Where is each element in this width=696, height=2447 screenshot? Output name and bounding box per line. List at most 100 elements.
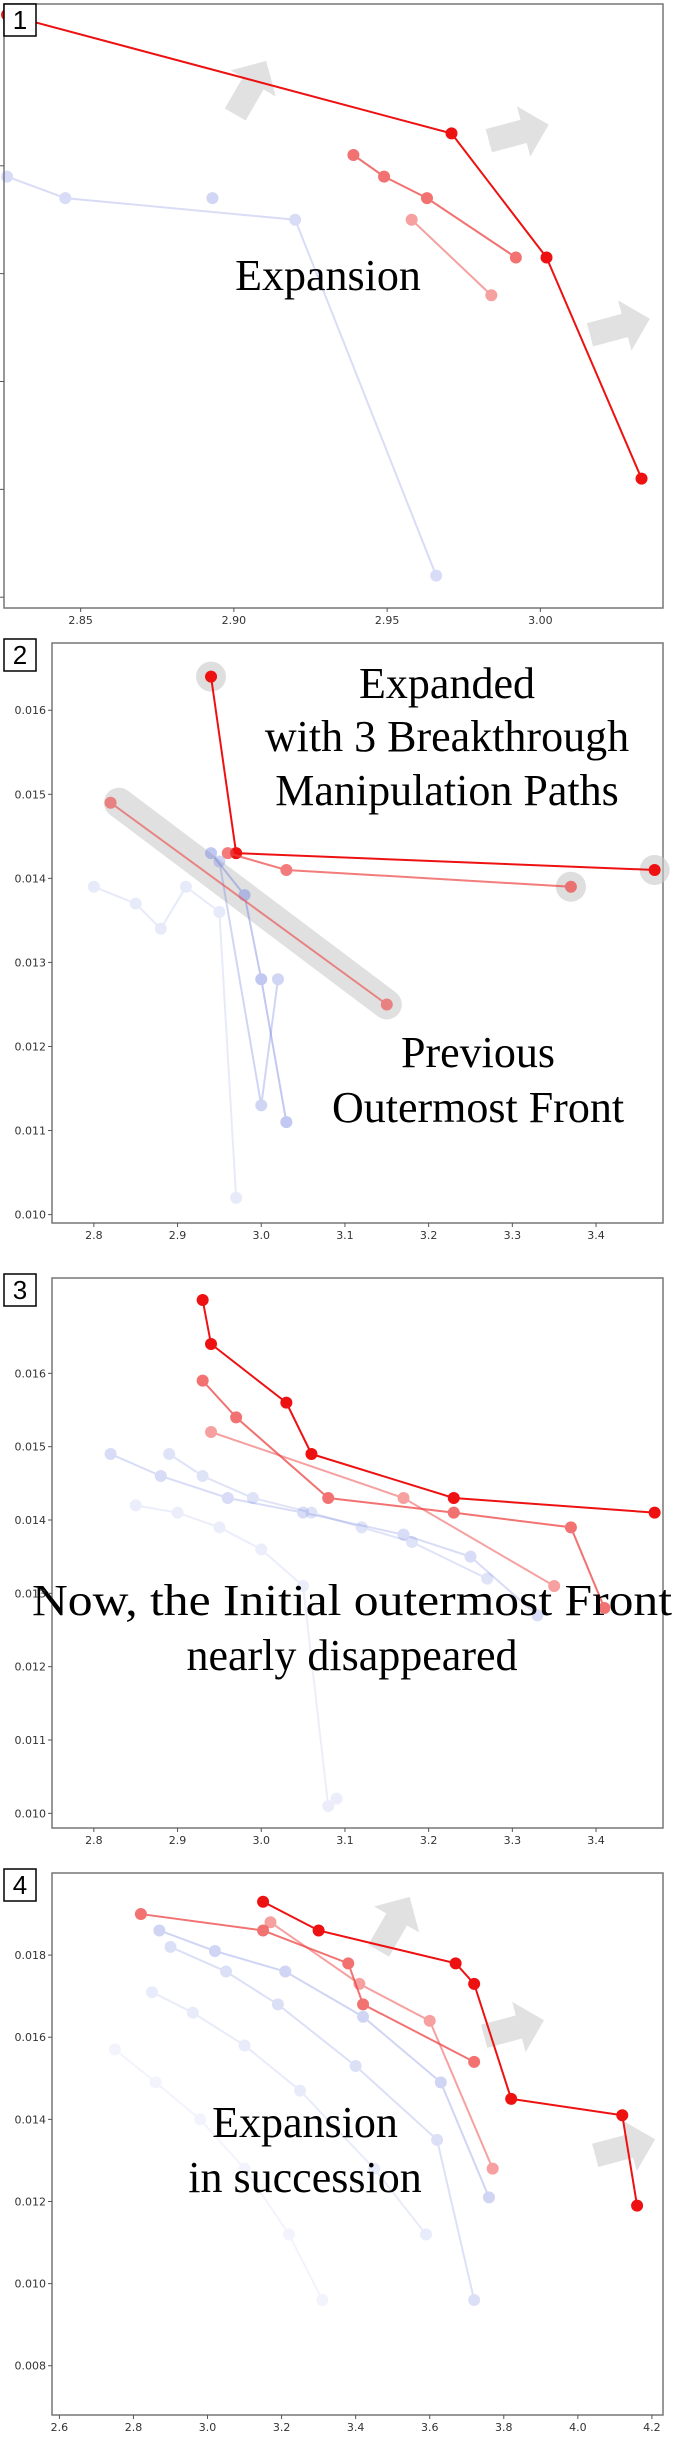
data-point — [305, 1506, 318, 1519]
series-line — [201, 1299, 655, 1514]
series-line — [352, 154, 517, 259]
data-point — [280, 863, 293, 876]
x-tick-label: 2.8 — [85, 1229, 103, 1242]
data-point — [635, 472, 648, 485]
data-point — [564, 880, 577, 893]
chart-layer — [104, 1294, 661, 1812]
data-point — [368, 2162, 381, 2175]
chart-layer — [1, 8, 650, 582]
annotation-line: Manipulation Paths — [275, 766, 618, 815]
data-point — [171, 1506, 184, 1519]
x-tick-label: 3.1 — [336, 1229, 354, 1242]
panel-number: 2 — [13, 640, 27, 670]
annotation-line: Previous — [401, 1028, 555, 1077]
data-point — [330, 1792, 343, 1805]
x-tick-label: 3.1 — [336, 1834, 354, 1847]
data-point — [271, 973, 284, 986]
expansion-arrow-shape — [224, 60, 276, 121]
data-point — [449, 1957, 462, 1970]
front-series — [257, 1895, 644, 2212]
series-line — [6, 13, 643, 479]
annotation-line: Expansion — [212, 2098, 398, 2147]
y-tick-label: 0.010 — [15, 1807, 47, 1820]
data-point — [108, 2043, 121, 2056]
data-point — [208, 1945, 221, 1958]
data-point — [257, 1924, 270, 1937]
front-series — [221, 847, 577, 893]
front-series — [196, 1294, 661, 1519]
expansion-arrow-shape — [368, 1896, 420, 1957]
annotation-line: Now, the Initial outermost Front — [32, 1576, 672, 1625]
y-tick-label: 0.013 — [15, 1587, 47, 1600]
data-point — [205, 670, 218, 683]
y-tick-label: 0.008 — [15, 2360, 47, 2373]
series-line — [110, 1453, 539, 1617]
data-point — [423, 2014, 436, 2027]
panel-number-box — [3, 1273, 37, 1307]
y-tick-label: 0.014 — [15, 2113, 47, 2126]
data-point — [616, 2109, 629, 2122]
x-tick-label: 3.4 — [587, 1834, 605, 1847]
data-point — [349, 2059, 362, 2072]
plot-frame — [51, 1277, 664, 1829]
x-tick-label: 3.0 — [252, 1229, 270, 1242]
x-tick-label: 4.0 — [569, 2421, 587, 2434]
data-point — [246, 1492, 259, 1504]
data-point — [397, 1528, 410, 1541]
annotation-line: Expanded — [359, 659, 535, 708]
x-tick-label: 2.6 — [51, 2421, 69, 2434]
previous-series — [104, 1448, 544, 1622]
x-tick-label: 4.2 — [643, 2421, 661, 2434]
data-point — [255, 1543, 268, 1556]
data-point — [342, 1957, 355, 1970]
x-tick-label: 2.9 — [169, 1834, 187, 1847]
expansion-arrow — [586, 300, 650, 351]
data-point — [468, 1977, 481, 1990]
series-line — [135, 1504, 338, 1809]
data-point — [347, 149, 360, 161]
data-point — [648, 1506, 661, 1519]
front-series — [134, 1908, 481, 2068]
panel-number: 3 — [13, 1275, 27, 1305]
data-point — [280, 1396, 293, 1409]
data-point — [548, 1580, 561, 1592]
previous-series — [129, 1499, 343, 1812]
previous-series — [153, 1924, 495, 2204]
data-point — [104, 796, 117, 809]
previous-series — [87, 880, 243, 1204]
x-tick-label: 3.00 — [528, 614, 553, 627]
chart-layer — [87, 661, 670, 1204]
data-point — [206, 192, 219, 205]
annotation-line: with 3 Breakthrough — [265, 712, 629, 761]
expansion-arrow — [485, 106, 549, 157]
x-tick-label: 3.6 — [421, 2421, 439, 2434]
data-point — [482, 2191, 495, 2204]
data-point — [485, 289, 498, 302]
data-point — [447, 1506, 460, 1519]
data-point — [205, 1338, 218, 1350]
y-tick-label: 0.011 — [15, 1125, 47, 1138]
data-point — [353, 1977, 366, 1990]
panel-number: 1 — [13, 5, 27, 35]
series-line — [170, 1945, 476, 2301]
x-tick-label: 3.8 — [495, 2421, 513, 2434]
data-point — [486, 2162, 499, 2175]
expansion-arrow — [592, 2120, 656, 2172]
data-point — [397, 1492, 410, 1504]
previous-series — [108, 2043, 329, 2307]
data-point — [196, 1294, 209, 1306]
data-point — [205, 847, 218, 860]
data-point — [322, 1800, 335, 1812]
series-line — [109, 801, 388, 1006]
previous-series — [163, 1448, 494, 1585]
data-point — [279, 1965, 292, 1978]
x-tick-label: 2.8 — [125, 2421, 143, 2434]
data-point — [196, 1374, 209, 1387]
chart-panel-3: 3 Now, the Initial outermost Front nearl… — [3, 1273, 672, 1847]
x-tick-label: 2.85 — [68, 614, 93, 627]
expansion-arrow — [224, 60, 276, 121]
data-point — [405, 213, 418, 226]
data-point — [238, 2039, 251, 2052]
chart-panel-1: 1 Expansion 2.852.902.953.000.0100.0110.… — [0, 3, 664, 627]
data-point — [163, 1448, 176, 1460]
